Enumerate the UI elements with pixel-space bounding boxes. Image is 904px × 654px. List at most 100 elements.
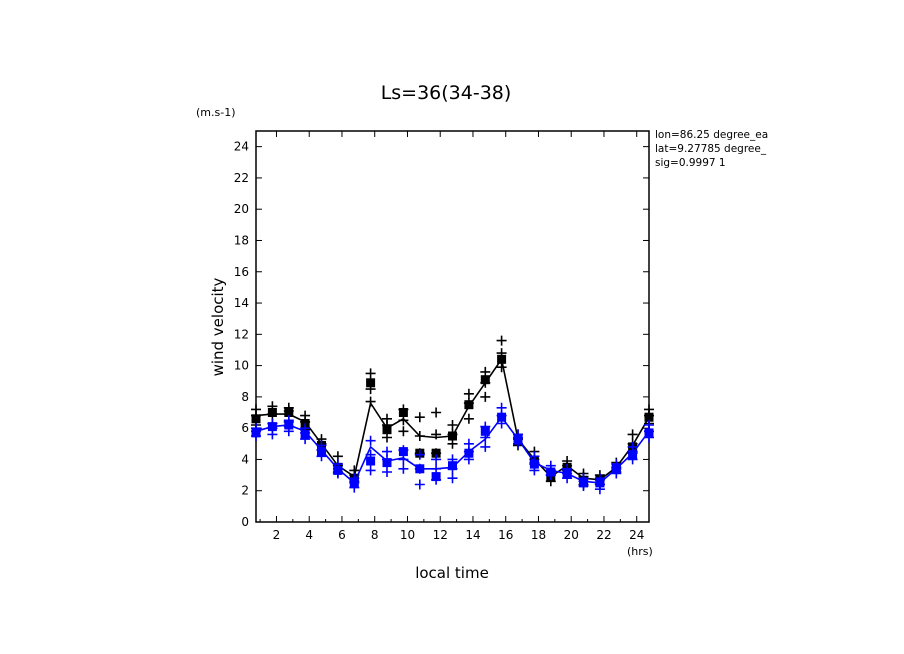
series-0-sample-9-0	[398, 426, 409, 437]
y-axis-label: wind velocity	[209, 277, 227, 376]
y-tick-label-14: 14	[234, 296, 249, 310]
series-1	[251, 402, 654, 495]
series-0-sample-7-0	[365, 396, 376, 407]
y-tick-label-4: 4	[241, 452, 249, 466]
series-0-sample-13-2	[463, 388, 474, 399]
x-axis-label: local time	[415, 564, 489, 582]
plot-frame	[255, 130, 650, 523]
series-1-marker-19	[562, 469, 572, 478]
x-tick-label-16: 16	[498, 528, 513, 542]
series-1-sample-8-0	[382, 467, 392, 477]
series-0-sample-11-2	[431, 407, 442, 418]
series-0-sample-8-2	[382, 413, 392, 424]
series-1-sample-10-2	[414, 449, 425, 460]
series-0-sample-11-1	[431, 429, 442, 440]
y-tick-label-16: 16	[234, 265, 249, 279]
series-1-marker-17	[529, 459, 539, 469]
series-1-marker-16	[513, 434, 523, 444]
x-tick-label-22: 22	[596, 528, 611, 542]
series-0-sample-23-2	[627, 429, 638, 440]
x-tick-label-2: 2	[273, 528, 281, 542]
annotation-lon: lon=86.25 degree_ea	[655, 129, 768, 141]
y-tick-label-0: 0	[241, 515, 249, 529]
chart-marks	[251, 335, 654, 495]
series-0-sample-10-1	[414, 431, 425, 441]
series-1-marker-13	[464, 448, 474, 458]
series-1-sample-7-0	[365, 465, 376, 476]
series-1-marker-22	[611, 464, 621, 474]
series-0-sample-3-2	[300, 410, 311, 421]
series-0-marker-8	[382, 425, 392, 435]
y-tick-label-24: 24	[234, 140, 249, 154]
y-tick-label-6: 6	[241, 421, 249, 435]
y-tick-label-18: 18	[234, 233, 249, 247]
series-1-sample-14-0	[480, 441, 491, 452]
series-1-sample-15-2	[496, 402, 507, 413]
series-1-marker-7	[366, 456, 376, 466]
series-1-marker-9	[398, 447, 408, 457]
series-1-marker-0	[251, 428, 261, 438]
series-1-sample-10-0	[414, 479, 425, 490]
series-0-marker-24	[644, 412, 654, 422]
x-tick-label-4: 4	[305, 528, 313, 542]
y-tick-label-8: 8	[241, 390, 249, 404]
y-tick-label-22: 22	[234, 171, 249, 185]
series-0-sample-0-2	[251, 404, 261, 415]
y-tick-label-10: 10	[234, 359, 249, 373]
series-1-sample-12-0	[447, 473, 458, 484]
series-0-sample-10-2	[414, 412, 425, 423]
series-0-marker-2	[284, 408, 294, 417]
series-1-sample-7-2	[365, 435, 376, 446]
series-0-sample-15-0	[496, 362, 507, 373]
series-1-marker-24	[644, 428, 654, 438]
series-1-sample-11-2	[431, 454, 442, 465]
series-1-sample-8-2	[382, 446, 392, 457]
series-1-marker-20	[579, 478, 588, 488]
series-0-marker-12	[448, 431, 457, 441]
x-tick-label-6: 6	[338, 528, 346, 542]
series-0-marker-7	[366, 378, 376, 388]
series-0-sample-13-0	[463, 413, 474, 424]
series-1-marker-1	[267, 422, 277, 432]
annotation-sig: sig=0.9997 1	[655, 157, 726, 169]
series-1-marker-11	[431, 472, 441, 482]
series-1-marker-12	[448, 461, 457, 471]
series-0-marker-1	[267, 408, 277, 417]
series-1-marker-5	[333, 465, 343, 475]
x-tick-label-10: 10	[400, 528, 415, 542]
series-1-marker-14	[480, 426, 490, 436]
x-tick-label-18: 18	[531, 528, 546, 542]
y-tick-label-20: 20	[234, 202, 249, 216]
series-1-marker-2	[284, 420, 294, 430]
x-tick-label-12: 12	[433, 528, 448, 542]
y-tick-label-2: 2	[241, 484, 249, 498]
series-0-marker-9	[398, 408, 408, 417]
x-tick-label-20: 20	[564, 528, 579, 542]
y-axis-unit: (m.s-1)	[196, 106, 236, 119]
x-tick-label-14: 14	[465, 528, 480, 542]
series-0-marker-11	[431, 448, 441, 458]
series-0-sample-15-2	[496, 335, 507, 346]
series-1-marker-10	[415, 464, 425, 474]
series-1-marker-21	[595, 478, 605, 488]
series-1-marker-8	[382, 458, 392, 468]
series-1-marker-3	[300, 429, 310, 439]
series-1-sample-9-0	[398, 463, 409, 474]
x-tick-label-24: 24	[629, 528, 644, 542]
series-0-marker-0	[251, 414, 261, 424]
series-1-sample-24-2	[644, 420, 654, 430]
series-1-sample-13-2	[463, 438, 474, 449]
series-0-marker-13	[464, 400, 474, 410]
series-0-marker-15	[497, 354, 507, 364]
series-0-sample-7-2	[365, 368, 376, 379]
series-1-marker-18	[546, 467, 556, 477]
y-tick-label-12: 12	[234, 327, 249, 341]
x-axis-unit: (hrs)	[627, 545, 653, 558]
series-0-sample-12-2	[447, 420, 458, 430]
series-1-marker-6	[349, 478, 359, 488]
annotation-lat: lat=9.27785 degree_	[655, 143, 767, 155]
series-1-marker-4	[317, 447, 326, 457]
series-1-marker-15	[497, 412, 507, 422]
